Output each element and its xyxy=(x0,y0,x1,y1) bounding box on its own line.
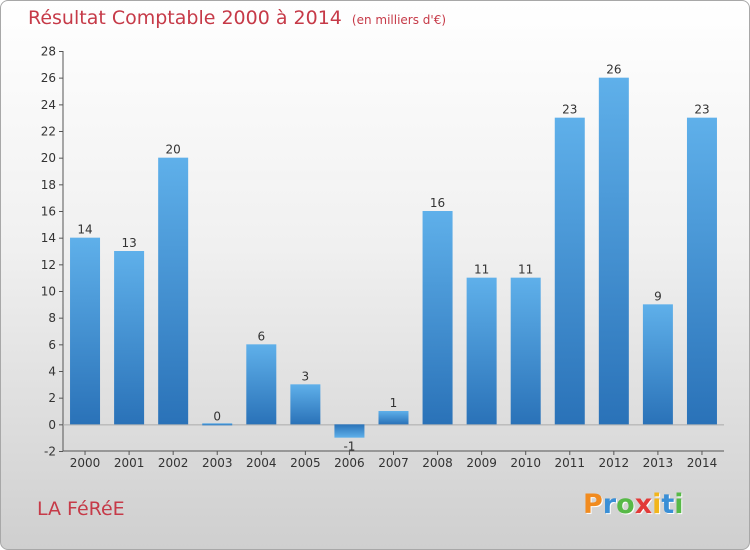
y-tick-label: 6 xyxy=(48,338,56,352)
logo-letter: P xyxy=(583,489,603,520)
x-tick-label: 2008 xyxy=(422,456,453,470)
x-tick-label: 2011 xyxy=(554,456,585,470)
y-tick-label: 14 xyxy=(41,231,56,245)
value-label: 11 xyxy=(474,263,489,277)
logo-letter: i xyxy=(652,489,662,520)
bar xyxy=(158,157,189,425)
bar xyxy=(378,411,409,425)
logo-letter: o xyxy=(616,489,635,520)
commune-name: LA FéRéE xyxy=(37,498,125,520)
x-tick-label: 2002 xyxy=(158,456,189,470)
logo-letter: x xyxy=(634,489,653,520)
y-tick-label: 22 xyxy=(41,125,56,139)
value-label: 14 xyxy=(77,223,92,237)
y-tick-label: 28 xyxy=(41,45,56,59)
x-tick-label: 2009 xyxy=(466,456,497,470)
bar xyxy=(202,423,233,426)
logo-letter: i xyxy=(674,489,684,520)
bar xyxy=(554,117,585,425)
bar xyxy=(290,384,321,425)
x-tick-label: 2012 xyxy=(599,456,630,470)
value-label: 1 xyxy=(390,396,398,410)
bar xyxy=(70,237,101,425)
bar xyxy=(334,424,365,438)
x-tick-label: 2003 xyxy=(202,456,233,470)
x-tick-label: 2004 xyxy=(246,456,277,470)
y-tick-label: 4 xyxy=(48,365,56,379)
value-label: 23 xyxy=(562,103,577,117)
value-label: 0 xyxy=(213,409,221,423)
bar xyxy=(114,251,145,425)
value-label: 16 xyxy=(430,196,445,210)
x-tick-label: 2007 xyxy=(378,456,409,470)
proxiti-logo: Proxiti xyxy=(583,489,684,520)
y-tick-label: 24 xyxy=(41,98,56,112)
y-tick-label: 2 xyxy=(48,391,56,405)
bar xyxy=(466,277,497,425)
chart-title-unit: (en milliers d'€) xyxy=(351,13,447,27)
y-tick-label: 12 xyxy=(41,258,56,272)
bar xyxy=(686,117,717,425)
chart-title-main: Résultat Comptable 2000 à 2014 xyxy=(28,7,342,29)
y-tick-label: 18 xyxy=(41,178,56,192)
x-tick-label: 2005 xyxy=(290,456,321,470)
y-tick-label: 16 xyxy=(41,205,56,219)
value-label: 13 xyxy=(121,236,136,250)
value-label: 20 xyxy=(166,143,181,157)
x-tick-label: 2010 xyxy=(510,456,541,470)
value-label: 9 xyxy=(654,289,662,303)
bar xyxy=(246,344,277,425)
logo-letter: t xyxy=(661,489,675,520)
y-tick-label: 10 xyxy=(41,285,56,299)
chart-title: Résultat Comptable 2000 à 2014 (en millie… xyxy=(28,7,446,29)
value-label: -1 xyxy=(343,440,355,454)
x-tick-label: 2014 xyxy=(687,456,718,470)
logo-letter: r xyxy=(602,489,617,520)
bar xyxy=(642,304,673,425)
y-tick-label: 0 xyxy=(48,418,56,432)
x-tick-label: 2000 xyxy=(70,456,101,470)
x-tick-label: 2006 xyxy=(334,456,365,470)
bar xyxy=(510,277,541,425)
value-label: 6 xyxy=(257,329,265,343)
value-label: 26 xyxy=(606,63,621,77)
bar xyxy=(598,77,629,425)
y-tick-label: -2 xyxy=(44,445,56,459)
x-tick-label: 2001 xyxy=(114,456,145,470)
x-tick-label: 2013 xyxy=(643,456,674,470)
y-tick-label: 26 xyxy=(41,71,56,85)
y-tick-label: 8 xyxy=(48,311,56,325)
value-label: 23 xyxy=(694,103,709,117)
value-label: 3 xyxy=(302,369,310,383)
value-label: 11 xyxy=(518,263,533,277)
bar xyxy=(422,211,453,425)
y-tick-label: 20 xyxy=(41,151,56,165)
